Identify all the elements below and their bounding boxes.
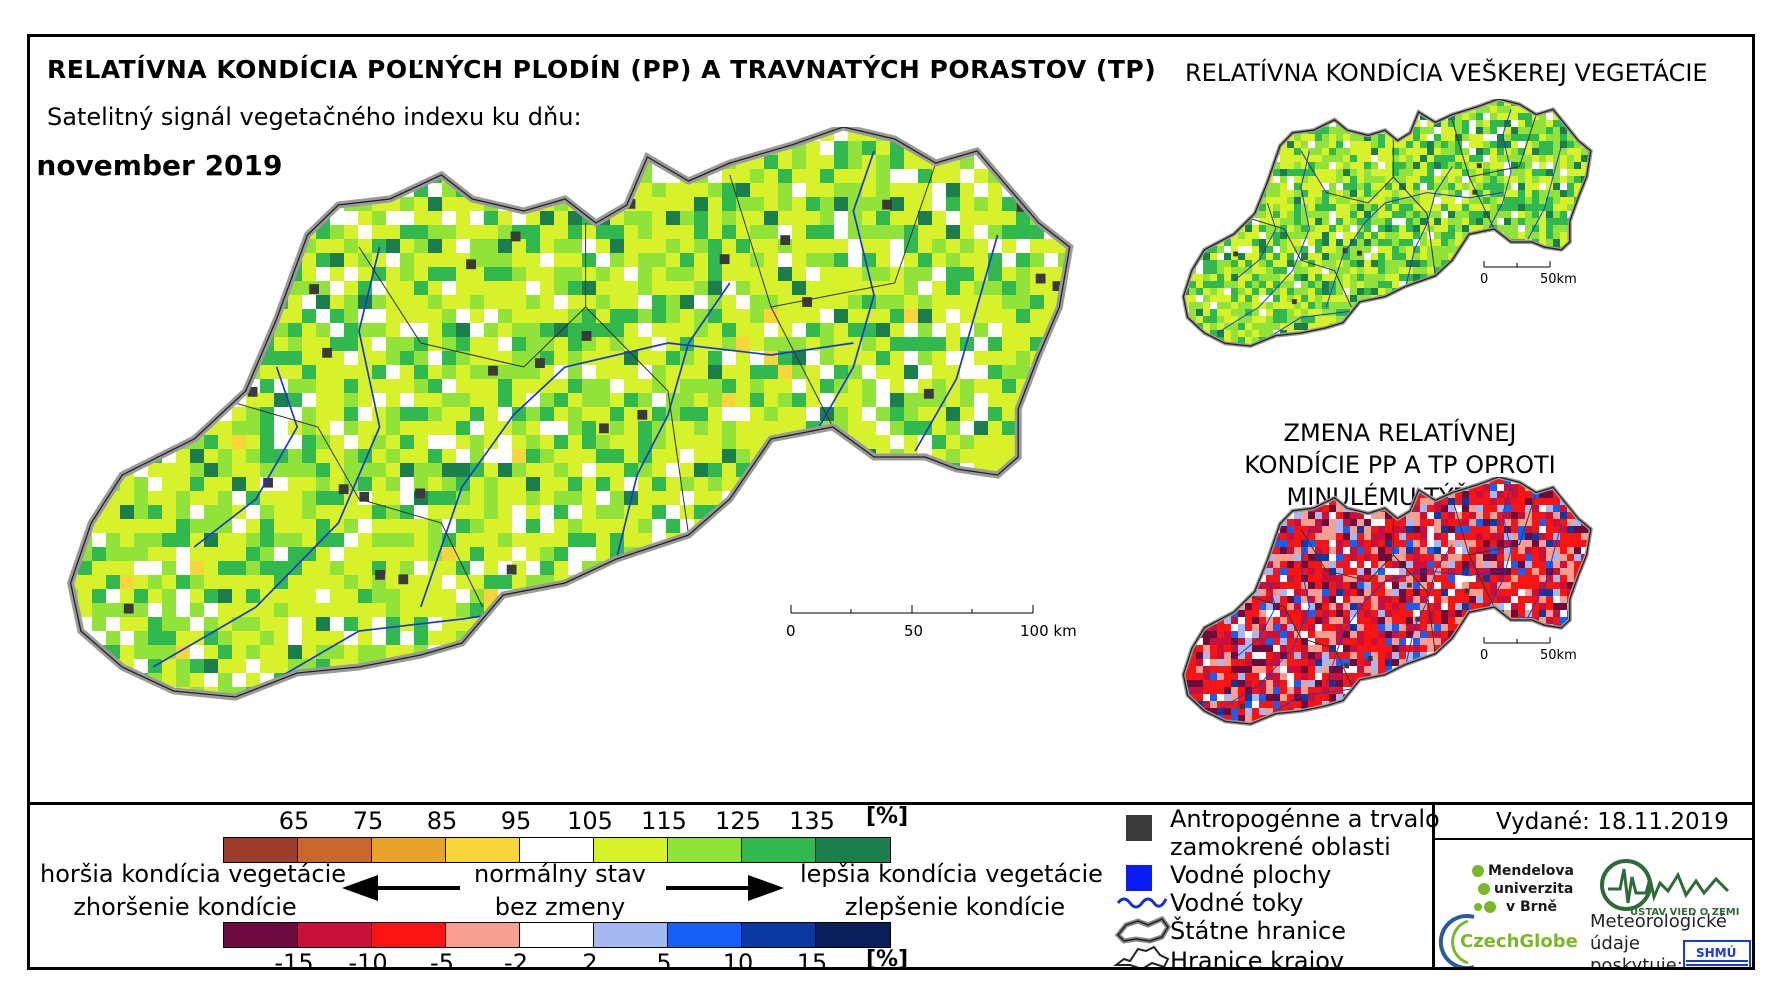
main-title: RELATÍVNA KONDÍCIA POĽNÝCH PLODÍN (PP) A… xyxy=(47,55,1157,84)
main-scale-bar: 0 50 100 km xyxy=(786,605,1077,640)
inset-scale-label-50km: 50km xyxy=(1540,272,1577,287)
inset-all-scale-bar: 0 50km xyxy=(1480,261,1577,287)
change-tick: -2 xyxy=(504,949,528,970)
legend-vertical-divider xyxy=(1432,802,1435,967)
inset-all-vegetation-title: RELATÍVNA KONDÍCIA VEŠKEREJ VEGETÁCIE xyxy=(1185,59,1708,87)
change-color-ramp xyxy=(223,922,891,948)
cond-tick: 125 xyxy=(715,807,761,835)
legend-anthropogenic-label-2: zamokrené oblasti xyxy=(1170,833,1391,861)
shmu-logo-icon: SHMÚ xyxy=(1683,940,1751,967)
change-color-class-1 xyxy=(298,923,372,947)
meteo-line-1: Meteorologické xyxy=(1590,911,1727,932)
mendel-line-3: v Brně xyxy=(1506,899,1558,915)
legend-anthropogenic-label: Antropogénne a trvalo xyxy=(1170,805,1440,833)
cond-tick: 85 xyxy=(426,807,458,835)
map-sheet: RELATÍVNA KONDÍCIA POĽNÝCH PLODÍN (PP) A… xyxy=(27,34,1755,970)
mendel-line-1: Mendelova xyxy=(1488,863,1574,879)
normal-state-label: normálny stav xyxy=(474,860,646,888)
change-tick: -10 xyxy=(348,949,388,970)
legend-river-label: Vodné toky xyxy=(1170,889,1304,917)
meteo-line-3: poskytuje: xyxy=(1590,955,1683,970)
cond-tick: 65 xyxy=(278,807,310,835)
state-border-icon xyxy=(1114,915,1172,944)
change-color-class-4 xyxy=(520,923,594,947)
change-color-class-5 xyxy=(594,923,668,947)
change-color-class-3 xyxy=(446,923,520,947)
right-arrow-icon xyxy=(666,875,784,901)
cond-unit: [%] xyxy=(866,804,909,829)
legend-divider xyxy=(30,802,1752,805)
inset-all-vegetation-map xyxy=(1181,99,1593,349)
legend-water-label: Vodné plochy xyxy=(1170,861,1332,889)
region-border-icon xyxy=(1113,945,1170,967)
cond-tick: 75 xyxy=(352,807,384,835)
cond-tick: 95 xyxy=(500,807,532,835)
cond-tick: 105 xyxy=(567,807,613,835)
mendel-line-2: univerzita xyxy=(1494,881,1574,897)
change-color-class-6 xyxy=(668,923,742,947)
change-tick: -15 xyxy=(274,949,314,970)
scale-label-0: 0 xyxy=(786,622,796,640)
change-unit: [%] xyxy=(866,947,909,970)
subtitle: Satelitný signál vegetačného indexu ku d… xyxy=(47,103,582,131)
scale-label-50: 50 xyxy=(904,622,923,640)
inset-change-scale-label-50km: 50km xyxy=(1540,648,1577,663)
issued-date: Vydané: 18.11.2019 xyxy=(1496,809,1729,835)
scale-label-100: 100 km xyxy=(1020,622,1077,640)
cond-tick: 115 xyxy=(641,807,687,835)
change-tick: 10 xyxy=(722,949,754,970)
issued-divider xyxy=(1435,838,1752,840)
czechglobe-logo-icon: CzechGlobe xyxy=(1438,914,1578,967)
ustav-vied-o-zemi-logo-icon: ÚSTAV VIED O ZEMI xyxy=(1600,859,1739,918)
change-color-class-8 xyxy=(816,923,890,947)
anthropogenic-area-swatch xyxy=(1126,815,1152,841)
water-area-swatch xyxy=(1126,865,1152,891)
condition-color-class-2 xyxy=(372,838,446,862)
change-tick: 5 xyxy=(656,949,672,970)
left-arrow-icon xyxy=(342,875,460,901)
worse-condition-label: horšia kondícia vegetácie xyxy=(40,860,347,888)
ustav-logo-text: ÚSTAV VIED O ZEMI xyxy=(1630,905,1739,918)
inset-change-scale-label-0: 0 xyxy=(1480,648,1488,663)
change-color-class-0 xyxy=(224,923,298,947)
inset-change-scale-bar: 0 50km xyxy=(1480,637,1577,663)
inset-scale-label-0: 0 xyxy=(1480,272,1488,287)
change-color-class-2 xyxy=(372,923,446,947)
legend-state-border-label: Štátne hranice xyxy=(1170,917,1346,945)
better-condition-label: lepšia kondícia vegetácie xyxy=(800,860,1103,888)
shmu-logo-text: SHMÚ xyxy=(1696,945,1736,960)
condition-color-class-1 xyxy=(298,838,372,862)
worse-change-label: zhoršenie kondície xyxy=(73,893,297,921)
no-change-label: bez zmeny xyxy=(494,893,626,921)
change-tick: 2 xyxy=(582,949,598,970)
meteo-line-2: údaje xyxy=(1590,933,1640,954)
czechglobe-logo-text: CzechGlobe xyxy=(1460,931,1578,952)
legend-region-border-label: Hranice krajov xyxy=(1170,947,1345,970)
inset-change-map xyxy=(1181,477,1593,727)
mendel-logo-icon xyxy=(1472,865,1496,913)
river-line-icon xyxy=(1116,897,1168,909)
condition-color-class-3 xyxy=(446,838,520,862)
condition-color-class-0 xyxy=(224,838,298,862)
main-condition-map xyxy=(66,127,1074,701)
condition-color-class-7 xyxy=(742,838,816,862)
condition-color-ramp xyxy=(223,837,891,863)
change-color-class-7 xyxy=(742,923,816,947)
change-tick: 15 xyxy=(796,949,828,970)
condition-color-class-4 xyxy=(520,838,594,862)
change-tick: -5 xyxy=(430,949,454,970)
better-change-label: zlepšenie kondície xyxy=(844,893,1066,921)
condition-color-class-6 xyxy=(668,838,742,862)
condition-color-class-5 xyxy=(594,838,668,862)
condition-color-class-8 xyxy=(816,838,890,862)
date-title: . november 2019 xyxy=(27,149,283,182)
cond-tick: 135 xyxy=(789,807,835,835)
